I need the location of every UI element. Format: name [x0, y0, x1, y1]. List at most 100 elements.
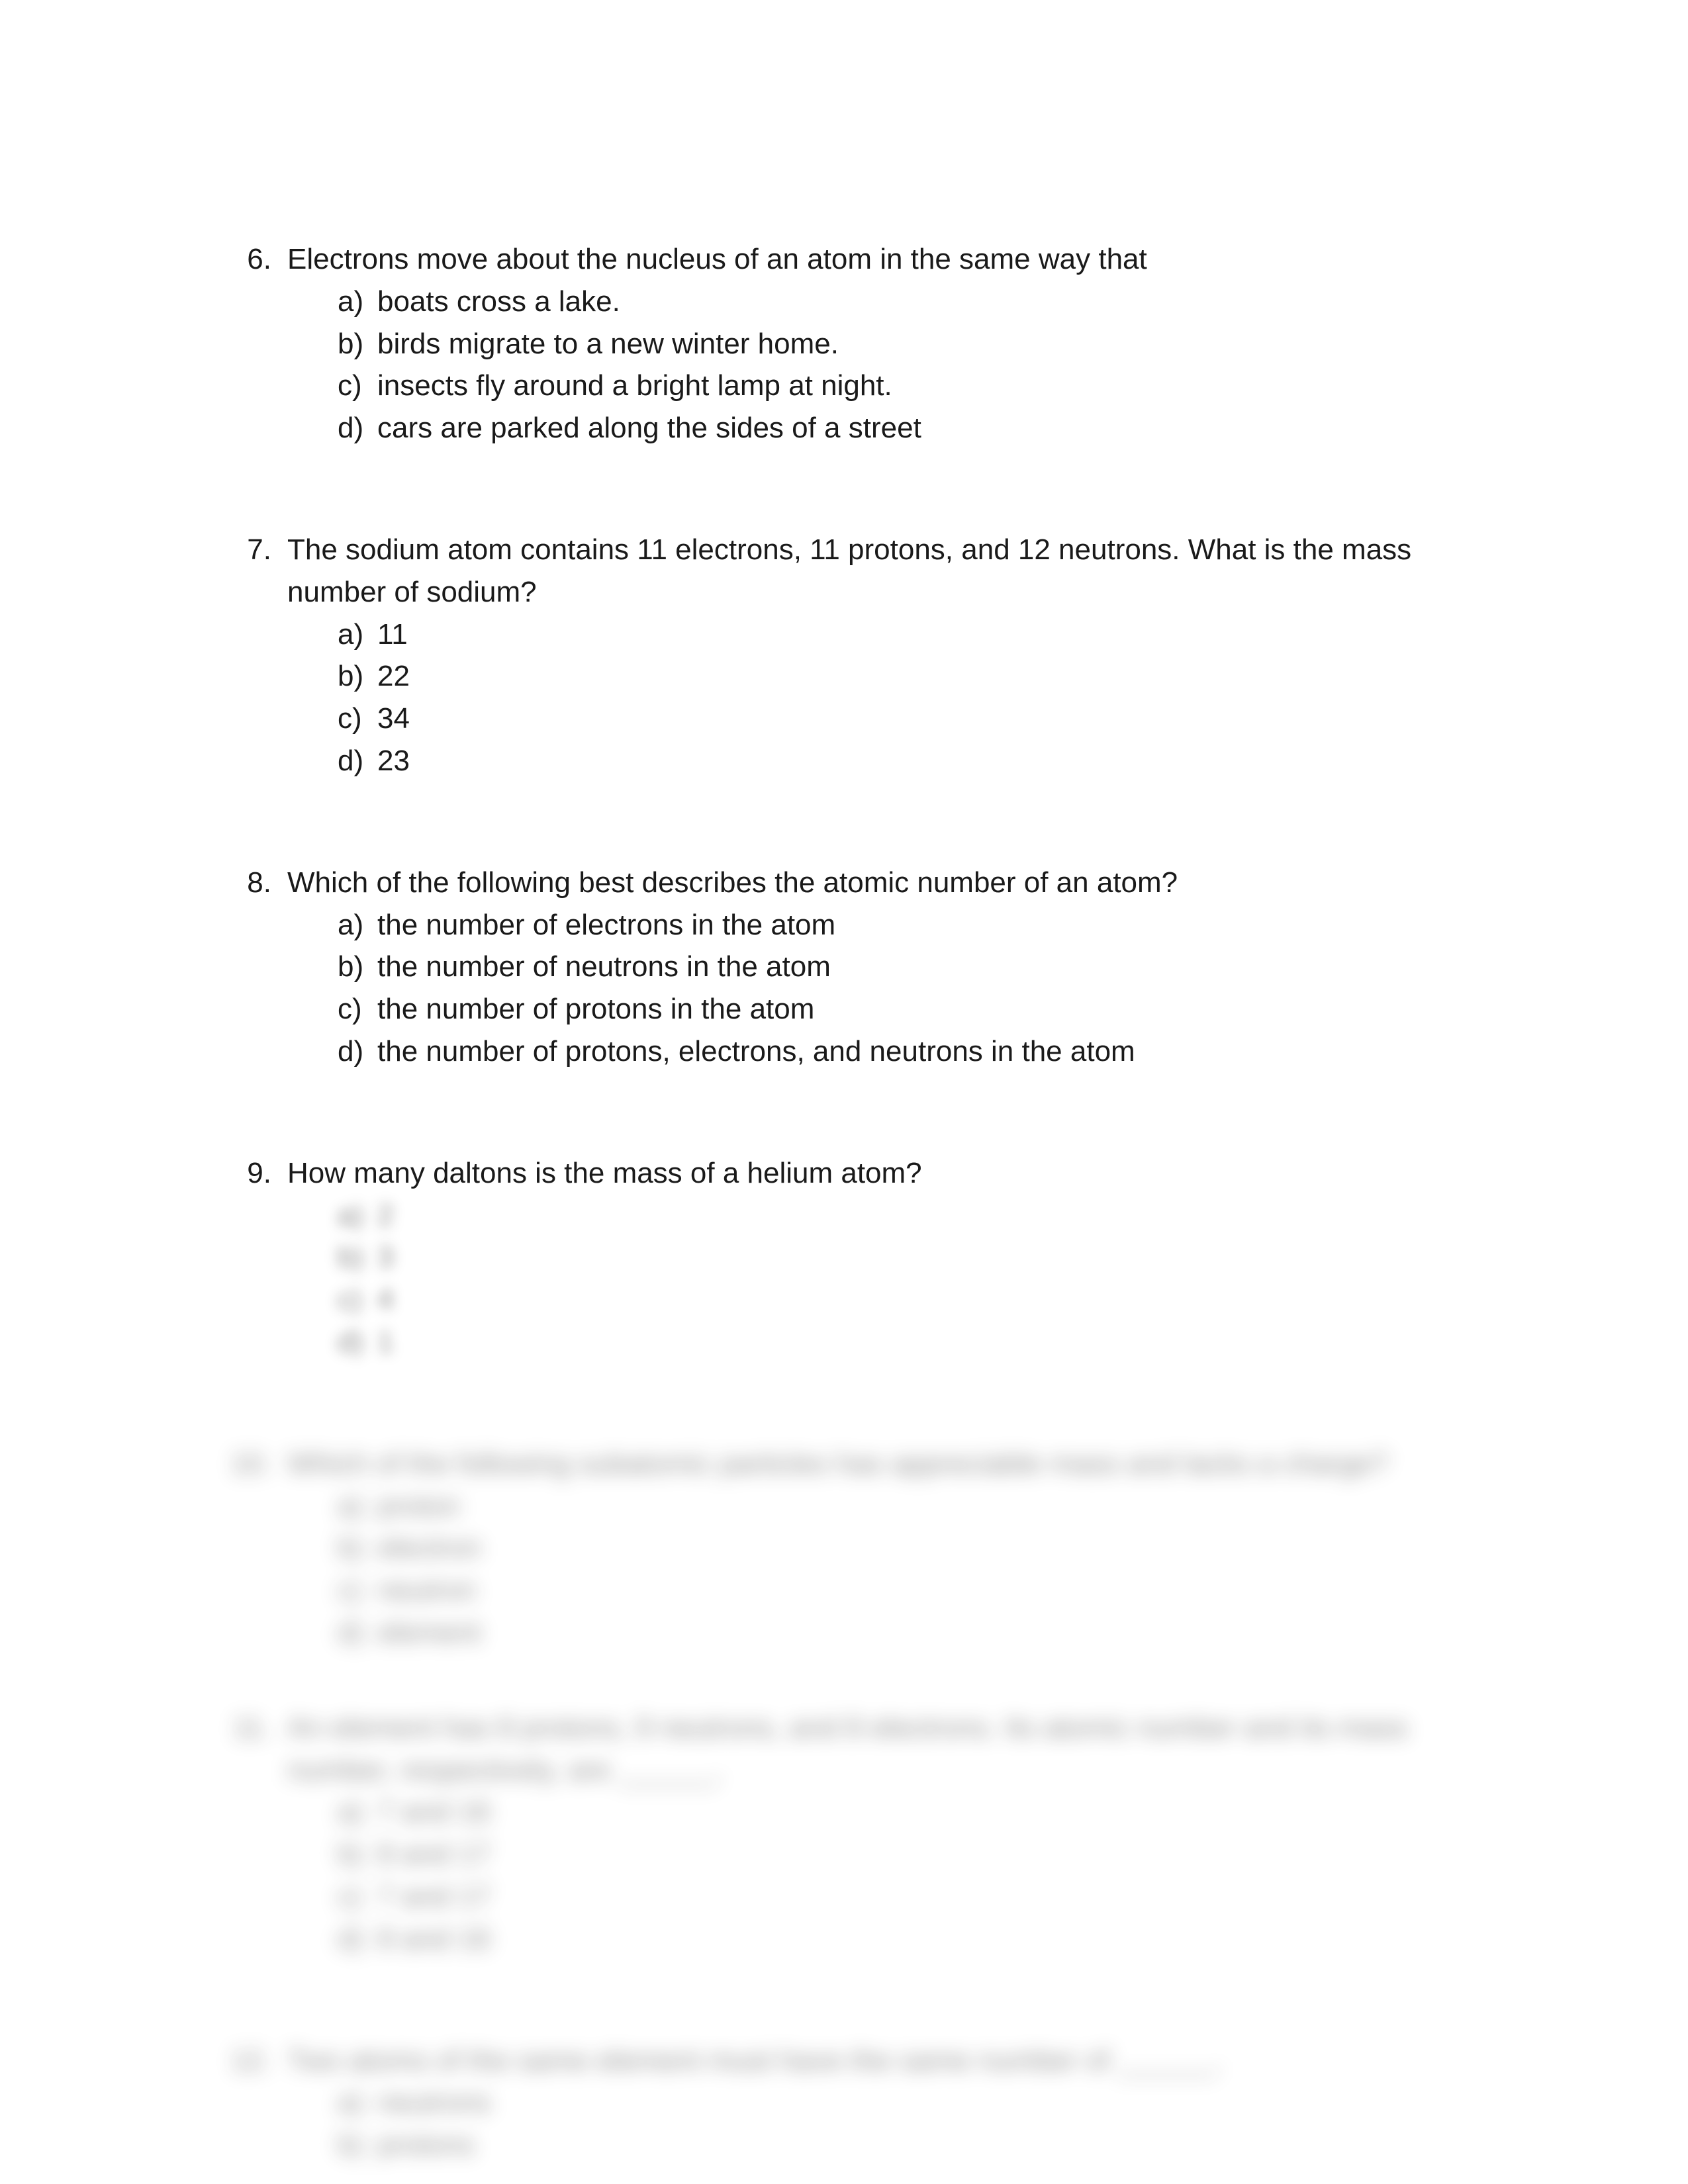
option-b: b) birds migrate to a new winter home. [338, 323, 1463, 365]
question-row: 11. An element has 8 protons, 9 neutrons… [225, 1707, 1463, 1792]
question-7: 7. The sodium atom contains 11 electrons… [225, 529, 1463, 782]
question-number: 11. [225, 1707, 287, 1749]
option-text: neutron [377, 1569, 1463, 1612]
option-text: the number of neutrons in the atom [377, 946, 1463, 988]
option-text: 34 [377, 698, 1463, 740]
option-text: 7 and 16 [377, 1791, 1463, 1833]
option-letter: c) [338, 698, 377, 740]
option-b: b) 3 [338, 1236, 1463, 1279]
question-number: 7. [225, 529, 287, 571]
option-c: c) neutron [338, 1569, 1463, 1612]
option-text: the number of electrons in the atom [377, 904, 1463, 946]
option-letter: c) [338, 365, 377, 407]
option-letter: a) [338, 2081, 377, 2124]
question-row: 7. The sodium atom contains 11 electrons… [225, 529, 1463, 614]
question-text: An element has 8 protons, 9 neutrons, an… [287, 1707, 1463, 1792]
option-a: a) 2 [338, 1195, 1463, 1237]
option-text: neutrons [377, 2081, 1463, 2124]
option-text: 22 [377, 655, 1463, 698]
option-text: element [377, 1612, 1463, 1654]
option-text: birds migrate to a new winter home. [377, 323, 1463, 365]
option-b: b) 22 [338, 655, 1463, 698]
question-6: 6. Electrons move about the nucleus of a… [225, 238, 1463, 449]
option-d: d) cars are parked along the sides of a … [338, 407, 1463, 449]
question-11-blurred: 11. An element has 8 protons, 9 neutrons… [225, 1707, 1463, 1960]
options-list: a) neutrons b) protons [225, 2081, 1463, 2166]
option-b: b) electron [338, 1527, 1463, 1569]
question-number: 8. [225, 862, 287, 904]
option-text: electron [377, 1527, 1463, 1569]
options-list: a) proton b) electron c) neutron d) elem… [225, 1485, 1463, 1654]
question-number: 10. [225, 1443, 287, 1485]
option-c: c) 34 [338, 698, 1463, 740]
question-row: 10. Which of the following subatomic par… [225, 1443, 1463, 1485]
option-letter: d) [338, 1030, 377, 1073]
question-row: 12. Two atoms of the same element must h… [225, 2040, 1463, 2082]
option-letter: a) [338, 1485, 377, 1527]
question-10-blurred: 10. Which of the following subatomic par… [225, 1443, 1463, 1654]
option-c: c) insects fly around a bright lamp at n… [338, 365, 1463, 407]
option-letter: b) [338, 323, 377, 365]
option-letter: a) [338, 1195, 377, 1237]
question-8: 8. Which of the following best describes… [225, 862, 1463, 1073]
option-d: d) the number of protons, electrons, and… [338, 1030, 1463, 1073]
option-d: d) 23 [338, 740, 1463, 782]
option-c: c) 4 [338, 1279, 1463, 1321]
option-c: c) 7 and 17 [338, 1876, 1463, 1918]
question-text: Which of the following best describes th… [287, 862, 1463, 904]
options-list: a) 11 b) 22 c) 34 d) 23 [225, 614, 1463, 782]
option-text: 1 [377, 1321, 1463, 1363]
option-a: a) proton [338, 1485, 1463, 1527]
option-text: 8 and 16 [377, 1918, 1463, 1960]
options-list: a) the number of electrons in the atom b… [225, 904, 1463, 1073]
option-b: b) the number of neutrons in the atom [338, 946, 1463, 988]
question-text: How many daltons is the mass of a helium… [287, 1152, 1463, 1195]
option-a: a) 7 and 16 [338, 1791, 1463, 1833]
option-text: 8 and 17 [377, 1833, 1463, 1876]
option-text: cars are parked along the sides of a str… [377, 407, 1463, 449]
option-text: insects fly around a bright lamp at nigh… [377, 365, 1463, 407]
question-row: 6. Electrons move about the nucleus of a… [225, 238, 1463, 281]
option-text: 11 [377, 614, 1463, 656]
question-text: Electrons move about the nucleus of an a… [287, 238, 1463, 281]
question-text: The sodium atom contains 11 electrons, 1… [287, 529, 1463, 614]
option-letter: a) [338, 281, 377, 323]
option-c: c) the number of protons in the atom [338, 988, 1463, 1030]
option-b: b) 8 and 17 [338, 1833, 1463, 1876]
option-letter: c) [338, 1279, 377, 1321]
question-text: Which of the following subatomic particl… [287, 1443, 1463, 1485]
option-d: d) element [338, 1612, 1463, 1654]
option-text: 7 and 17 [377, 1876, 1463, 1918]
option-letter: b) [338, 946, 377, 988]
question-number: 9. [225, 1152, 287, 1195]
options-list: a) boats cross a lake. b) birds migrate … [225, 281, 1463, 449]
question-12-blurred: 12. Two atoms of the same element must h… [225, 2040, 1463, 2166]
options-list: a) 7 and 16 b) 8 and 17 c) 7 and 17 d) 8… [225, 1791, 1463, 1960]
question-row: 9. How many daltons is the mass of a hel… [225, 1152, 1463, 1195]
option-letter: d) [338, 740, 377, 782]
option-a: a) boats cross a lake. [338, 281, 1463, 323]
document-page: 6. Electrons move about the nucleus of a… [0, 0, 1688, 2184]
option-letter: b) [338, 2124, 377, 2166]
option-text: 2 [377, 1195, 1463, 1237]
option-text: the number of protons, electrons, and ne… [377, 1030, 1463, 1073]
question-row: 8. Which of the following best describes… [225, 862, 1463, 904]
option-d: d) 1 [338, 1321, 1463, 1363]
option-letter: b) [338, 655, 377, 698]
option-text: 3 [377, 1236, 1463, 1279]
option-a: a) the number of electrons in the atom [338, 904, 1463, 946]
option-text: the number of protons in the atom [377, 988, 1463, 1030]
option-a: a) 11 [338, 614, 1463, 656]
option-a: a) neutrons [338, 2081, 1463, 2124]
option-d: d) 8 and 16 [338, 1918, 1463, 1960]
option-text: boats cross a lake. [377, 281, 1463, 323]
option-letter: c) [338, 1569, 377, 1612]
question-9: 9. How many daltons is the mass of a hel… [225, 1152, 1463, 1363]
option-letter: b) [338, 1833, 377, 1876]
option-letter: c) [338, 988, 377, 1030]
option-letter: d) [338, 1918, 377, 1960]
question-number: 12. [225, 2040, 287, 2082]
option-letter: d) [338, 1321, 377, 1363]
option-letter: a) [338, 614, 377, 656]
option-b: b) protons [338, 2124, 1463, 2166]
